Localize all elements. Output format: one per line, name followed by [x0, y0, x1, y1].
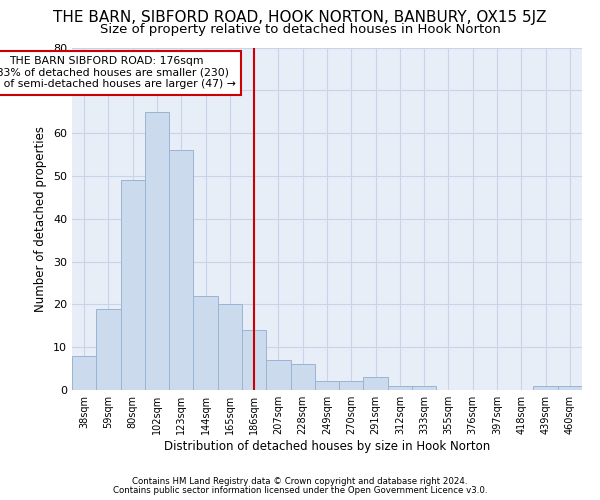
- Text: THE BARN SIBFORD ROAD: 176sqm
← 83% of detached houses are smaller (230)
17% of : THE BARN SIBFORD ROAD: 176sqm ← 83% of d…: [0, 56, 236, 90]
- Text: Contains HM Land Registry data © Crown copyright and database right 2024.: Contains HM Land Registry data © Crown c…: [132, 477, 468, 486]
- Bar: [169, 150, 193, 390]
- Bar: [364, 377, 388, 390]
- X-axis label: Distribution of detached houses by size in Hook Norton: Distribution of detached houses by size …: [164, 440, 490, 453]
- Bar: [266, 360, 290, 390]
- Bar: [558, 386, 582, 390]
- Bar: [72, 356, 96, 390]
- Bar: [145, 112, 169, 390]
- Bar: [339, 382, 364, 390]
- Bar: [533, 386, 558, 390]
- Bar: [290, 364, 315, 390]
- Bar: [412, 386, 436, 390]
- Text: Contains public sector information licensed under the Open Government Licence v3: Contains public sector information licen…: [113, 486, 487, 495]
- Bar: [218, 304, 242, 390]
- Bar: [242, 330, 266, 390]
- Bar: [193, 296, 218, 390]
- Text: Size of property relative to detached houses in Hook Norton: Size of property relative to detached ho…: [100, 22, 500, 36]
- Text: THE BARN, SIBFORD ROAD, HOOK NORTON, BANBURY, OX15 5JZ: THE BARN, SIBFORD ROAD, HOOK NORTON, BAN…: [53, 10, 547, 25]
- Bar: [96, 308, 121, 390]
- Y-axis label: Number of detached properties: Number of detached properties: [34, 126, 47, 312]
- Bar: [315, 382, 339, 390]
- Bar: [121, 180, 145, 390]
- Bar: [388, 386, 412, 390]
